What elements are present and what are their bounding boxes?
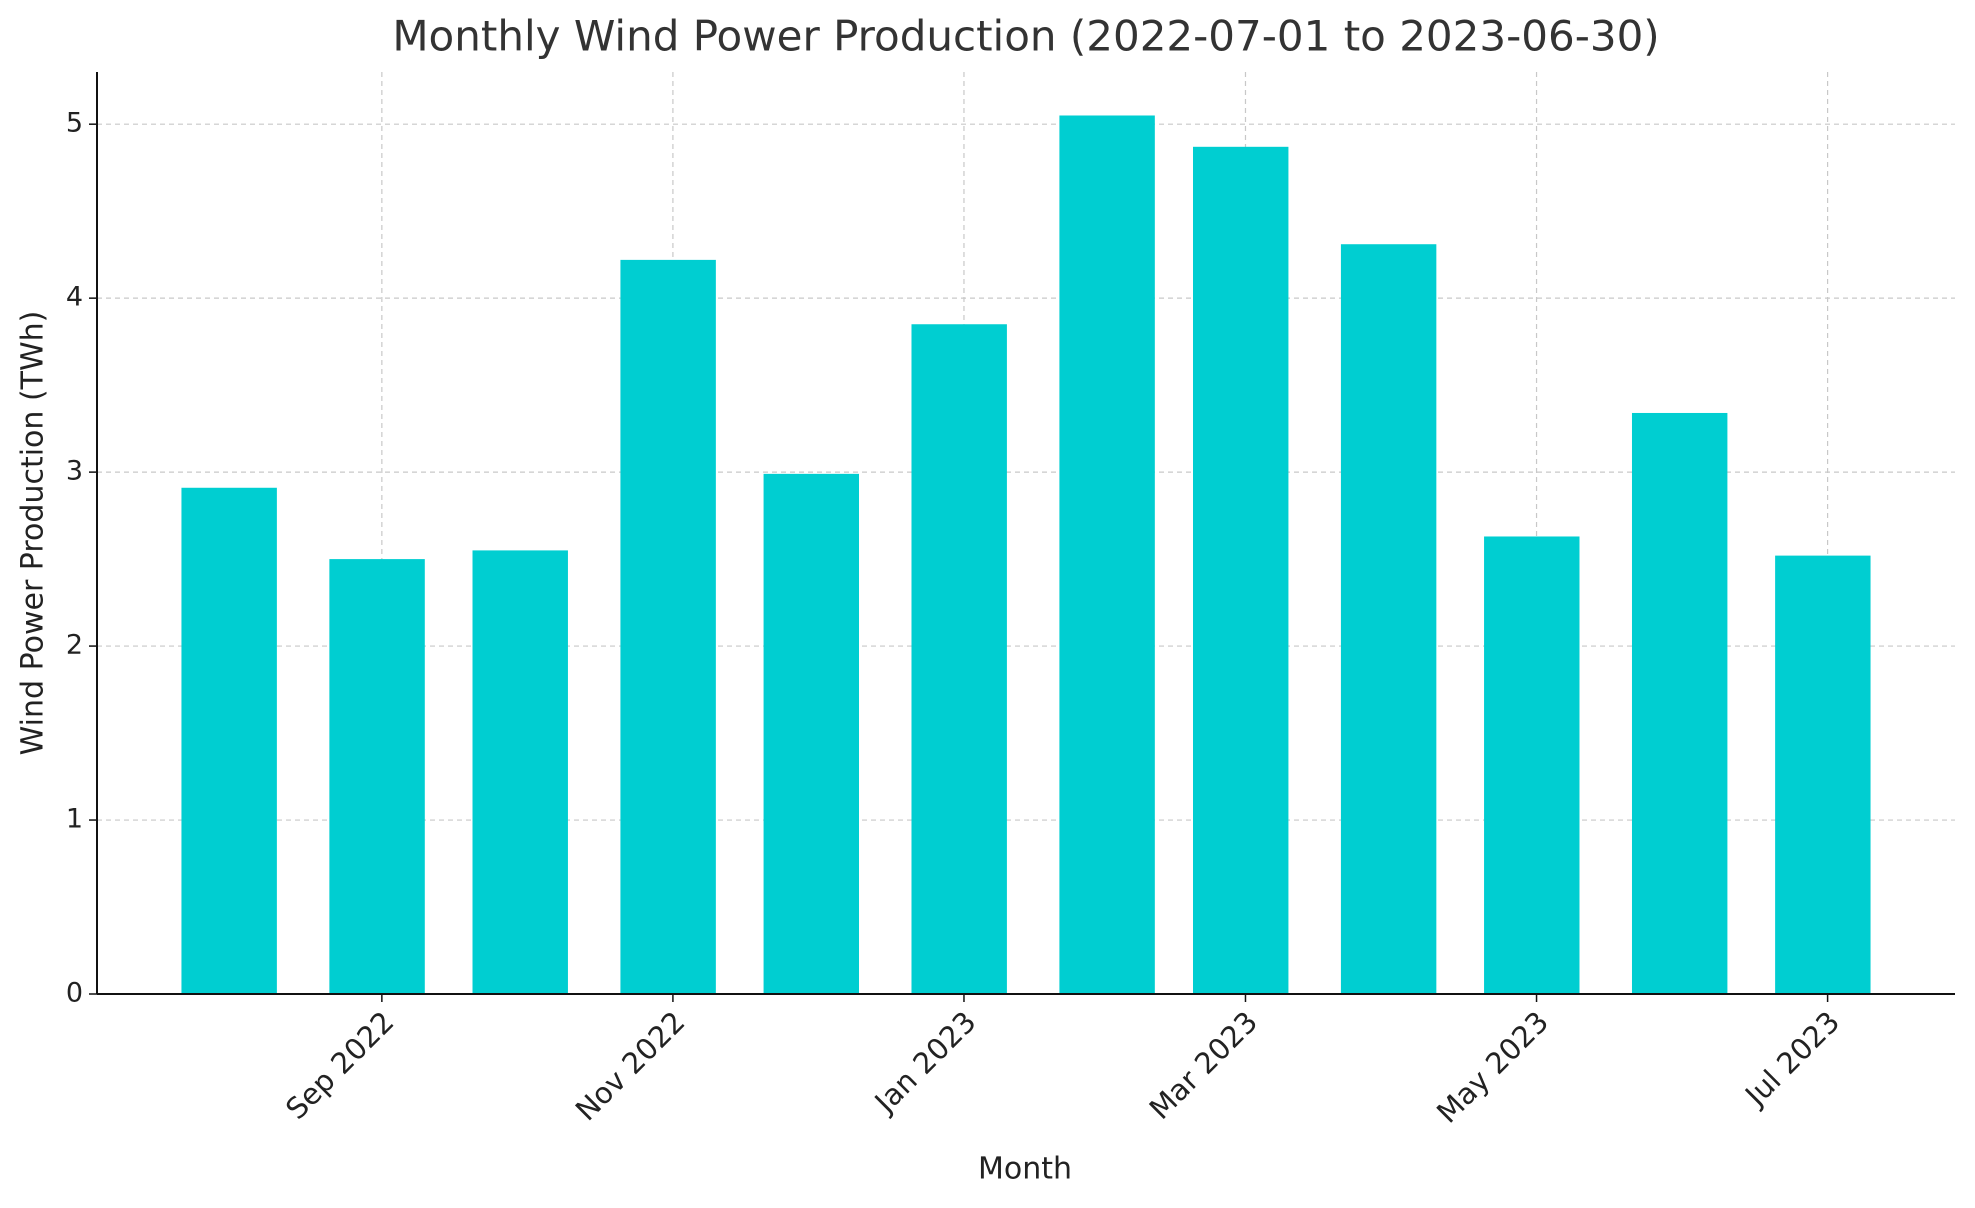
x-tick-label: May 2023	[1430, 1005, 1555, 1130]
x-tick-label: Jul 2023	[1737, 1005, 1846, 1114]
y-tick-label: 4	[66, 282, 83, 313]
bar	[763, 473, 859, 994]
x-tick-label: Nov 2022	[569, 1005, 692, 1128]
bar	[1631, 412, 1728, 994]
bar	[1484, 536, 1580, 994]
bar	[1775, 555, 1871, 994]
x-tick-label: Mar 2023	[1143, 1005, 1264, 1126]
bar	[329, 559, 425, 994]
x-tick-label: Sep 2022	[279, 1005, 400, 1126]
bar	[620, 259, 716, 994]
bar	[1193, 146, 1289, 994]
y-tick-label: 3	[66, 456, 83, 487]
bar	[472, 550, 568, 994]
x-tick-label: Jan 2023	[867, 1005, 983, 1121]
y-tick-label: 5	[66, 108, 83, 139]
x-axis-label: Month	[978, 1152, 1072, 1187]
y-tick-label: 0	[66, 978, 83, 1009]
y-tick-label: 2	[66, 630, 83, 661]
y-tick-label: 1	[66, 804, 83, 835]
bar	[1059, 115, 1155, 995]
bar	[911, 324, 1007, 995]
chart-title: Monthly Wind Power Production (2022-07-0…	[392, 12, 1659, 61]
y-axis-label: Wind Power Production (TWh)	[16, 311, 51, 756]
bar	[181, 487, 277, 994]
bar	[1340, 244, 1437, 994]
